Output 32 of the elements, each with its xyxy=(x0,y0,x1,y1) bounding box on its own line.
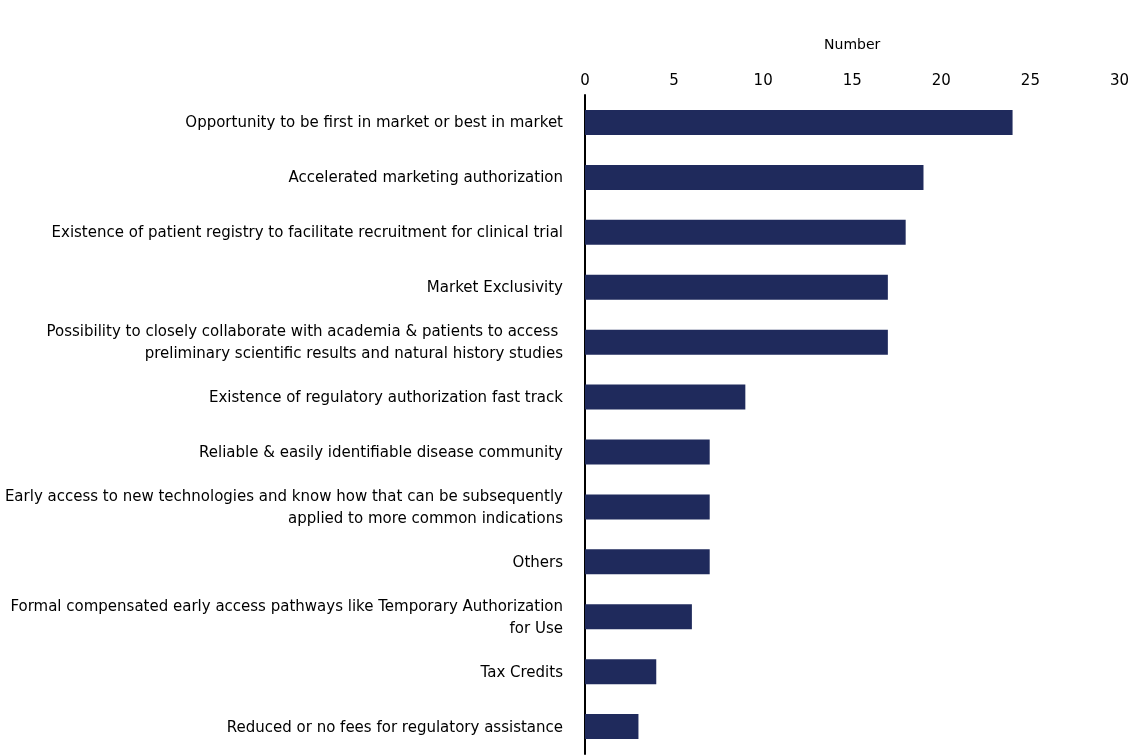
x-tick-label: 30 xyxy=(1109,70,1129,89)
bar xyxy=(585,219,906,245)
bar xyxy=(585,329,888,355)
y-tick-label: Accelerated marketing authorization xyxy=(288,168,563,187)
y-tick-label: Possibility to closely collaborate with academia & patients to access preliminary scientific results and natural history studies xyxy=(46,322,564,363)
y-tick-label: Opportunity to be first in market or best in market xyxy=(185,113,564,132)
y-tick-label: Reliable & easily identifiable disease community xyxy=(199,442,564,461)
y-tick-label: Early access to new technologies and know how that can be subsequently applied to more common indications xyxy=(4,486,564,527)
bar xyxy=(585,274,888,300)
bar xyxy=(585,494,710,520)
y-tick-label: Existence of regulatory authorization fast track xyxy=(208,388,564,407)
x-tick-label: 20 xyxy=(931,70,951,89)
bar xyxy=(585,659,657,685)
bar xyxy=(585,439,710,465)
y-tick-label: Tax Credits xyxy=(479,662,564,681)
y-tick-label: Formal compensated early access pathways like Temporary Authorization for Use xyxy=(10,596,563,637)
x-axis-title: Number xyxy=(824,36,881,52)
x-tick-label: 10 xyxy=(753,70,773,89)
x-tick-label: 15 xyxy=(842,70,862,89)
bar xyxy=(585,164,924,190)
y-tick-label: Reduced or no fees for regulatory assistance xyxy=(226,717,563,736)
y-tick-label: Market Exclusivity xyxy=(426,278,564,297)
bar xyxy=(585,109,1013,135)
x-tick-label: 5 xyxy=(669,70,679,89)
y-tick-label: Existence of patient registry to facilitate recruitment for clinical trial xyxy=(51,223,563,242)
bar xyxy=(585,549,710,575)
x-tick-label: 0 xyxy=(580,70,590,89)
bar xyxy=(585,604,692,630)
x-tick-label: 25 xyxy=(1020,70,1040,89)
bar xyxy=(585,714,639,740)
y-tick-label: Others xyxy=(512,552,564,571)
bar xyxy=(585,384,746,410)
